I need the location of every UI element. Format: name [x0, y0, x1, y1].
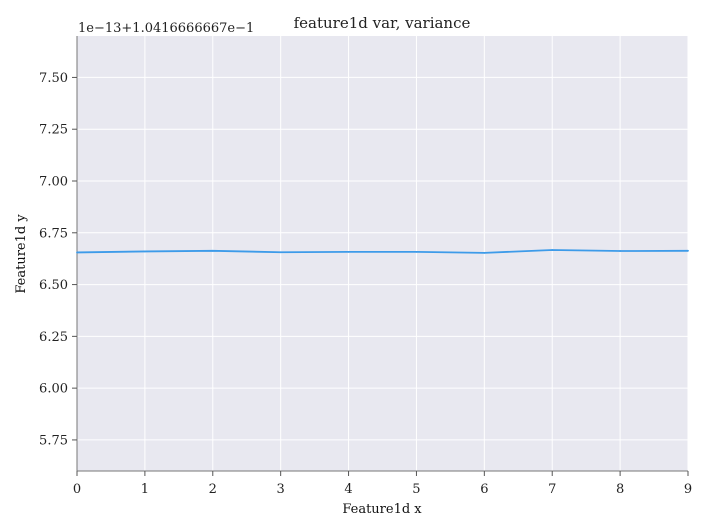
x-tick-label: 2 [209, 482, 217, 497]
y-tick-label: 5.75 [39, 433, 68, 448]
data-point [687, 249, 689, 252]
x-tick-label: 8 [616, 482, 624, 497]
y-tick-label: 7.50 [39, 71, 68, 86]
chart-title: feature1d var, variance [294, 14, 471, 32]
data-point [619, 250, 622, 252]
x-tick-label: 4 [344, 482, 352, 497]
data-point [347, 250, 350, 253]
x-tick-label: 5 [412, 482, 420, 497]
y-tick-label: 6.50 [39, 278, 68, 293]
x-tick-label: 9 [684, 482, 692, 497]
y-tick-label: 6.75 [39, 226, 68, 241]
series-group [76, 249, 689, 254]
y-tick-label: 7.00 [39, 175, 68, 190]
y-tick-label: 7.25 [39, 123, 68, 138]
data-point [76, 251, 78, 254]
x-tick-label: 1 [141, 482, 149, 497]
x-tick-label: 0 [73, 482, 81, 497]
data-point [483, 251, 486, 254]
data-point [143, 250, 146, 253]
y-axis-ticks: 5.75 6.00 6.25 6.50 6.75 7.00 7.25 7.50 [39, 71, 77, 448]
y-tick-label: 6.25 [39, 330, 68, 345]
series-line [76, 249, 689, 254]
x-tick-label: 3 [277, 482, 285, 497]
y-offset-text: 1e−13+1.0416666667e−1 [78, 21, 254, 36]
plot-area [77, 36, 688, 471]
x-axis-label: Feature1d x [342, 502, 422, 517]
y-tick-label: 6.00 [39, 382, 68, 397]
grid-lines [76, 36, 689, 471]
x-tick-label: 6 [480, 482, 488, 497]
data-point [415, 250, 418, 253]
axes [76, 36, 688, 472]
x-axis-ticks: 0 1 2 3 4 5 6 7 8 9 [73, 471, 692, 497]
y-axis-label: Feature1d y [14, 214, 29, 294]
data-point [279, 251, 282, 254]
data-point [211, 249, 214, 252]
data-point [551, 249, 554, 251]
x-tick-label: 7 [548, 482, 556, 497]
